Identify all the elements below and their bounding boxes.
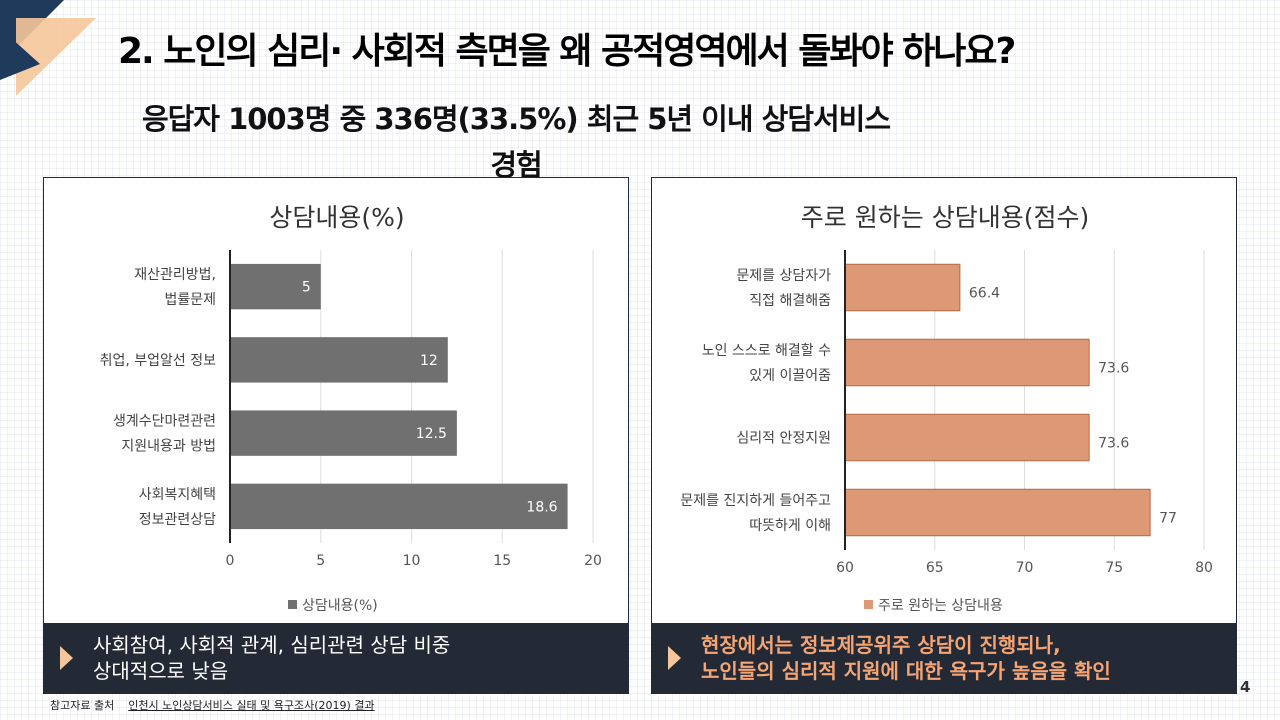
right-tick-label: 60 [836, 560, 854, 576]
corner-dark-wedge [0, 28, 40, 80]
left-bar [230, 483, 568, 530]
right-category-line: 있게 이끌어줌 [749, 368, 831, 384]
right-tick-label: 80 [1195, 560, 1213, 576]
page-title: 2. 노인의 심리· 사회적 측면을 왜 공적영역에서 돌봐야 하나요? [118, 31, 1016, 72]
right-summary-banner: 현장에서는 정보제공위주 상담이 진행되나, 노인들의 심리적 지원에 대한 욕… [652, 623, 1236, 693]
right-tick-label: 70 [1016, 560, 1034, 576]
source-label: 참고자료 출처 [50, 699, 115, 712]
left-category-line: 생계수단마련관련 [113, 414, 216, 430]
right-bar [844, 338, 1090, 387]
corner-peach-triangle [16, 18, 96, 96]
left-value-label: 5 [302, 280, 311, 296]
play-arrow-icon [60, 646, 73, 670]
left-category-line: 사회복지혜택 [139, 487, 216, 503]
left-chart-panel: 상담내용(%) 5 재산관리방법, 법률문제 12 취업, 부업알선 정보 12.5 생계수단… [43, 177, 629, 694]
left-value-label: 12 [420, 353, 438, 369]
right-category-label: 심리적 안정지원 [736, 431, 831, 447]
right-category-line: 노인 스스로 해결할 수 [702, 343, 831, 359]
subtitle-line-1: 응답자 1003명 중 336명(33.5%) 최근 5년 이내 상담서비스 [141, 102, 891, 136]
left-category-line: 지원내용과 방법 [121, 439, 216, 455]
counseling-content-chart: 상담내용(%) 5 재산관리방법, 법률문제 12 취업, 부업알선 정보 12.5 생계수단… [100, 203, 602, 614]
left-category-line: 정보관련상담 [139, 512, 216, 528]
right-summary-line-2: 노인들의 심리적 지원에 대한 욕구가 높음을 확인 [701, 659, 1111, 683]
source-link[interactable]: 인천시 노인상담서비스 실태 및 욕구조사(2019) 결과 [128, 699, 375, 712]
right-value-label: 73.6 [1098, 436, 1129, 452]
right-summary-text: 현장에서는 정보제공위주 상담이 진행되나, 노인들의 심리적 지원에 대한 욕… [701, 632, 1111, 684]
left-legend-label: 상담내용(%) [302, 598, 378, 614]
left-chart-title: 상담내용(%) [269, 203, 404, 232]
left-summary-line-2: 상대적으로 낮음 [93, 659, 229, 683]
left-category-label: 취업, 부업알선 정보 [100, 353, 217, 369]
left-category-line: 취업, 부업알선 정보 [100, 353, 217, 369]
left-value-label: 18.6 [526, 499, 557, 515]
right-value-label: 66.4 [969, 286, 1000, 302]
left-bar [230, 410, 457, 456]
right-value-label: 77 [1159, 511, 1177, 527]
right-chart-title: 주로 원하는 상담내용(점수) [801, 203, 1089, 232]
left-tick-label: 10 [403, 553, 421, 569]
left-bar [230, 263, 321, 310]
left-tick-label: 5 [316, 553, 325, 569]
right-category-line: 문제를 진지하게 들어주고 [680, 493, 831, 509]
left-tick-label: 15 [493, 553, 511, 569]
right-category-line: 따뜻하게 이해 [749, 518, 831, 534]
left-bar [230, 337, 448, 383]
right-category-line: 직접 해결해줌 [749, 293, 831, 309]
left-value-label: 12.5 [416, 426, 447, 442]
right-bar [844, 263, 961, 312]
source-note: 참고자료 출처 인천시 노인상담서비스 실태 및 욕구조사(2019) 결과 [50, 699, 420, 719]
right-category-line: 심리적 안정지원 [736, 431, 831, 447]
subtitle-line-2: 경험 [490, 148, 542, 182]
right-tick-label: 65 [926, 560, 944, 576]
right-bar [844, 413, 1090, 462]
play-arrow-icon [668, 646, 681, 670]
page-number: 4 [1240, 678, 1251, 696]
page-subtitle: 응답자 1003명 중 336명(33.5%) 최근 5년 이내 상담서비스 경… [66, 96, 966, 188]
right-tick-label: 75 [1105, 560, 1123, 576]
left-summary-line-1: 사회참여, 사회적 관계, 심리관련 상담 비중 [93, 633, 451, 657]
left-tick-label: 20 [584, 553, 602, 569]
left-summary-banner: 사회참여, 사회적 관계, 심리관련 상담 비중 상대적으로 낮음 [44, 623, 628, 693]
right-summary-line-1: 현장에서는 정보제공위주 상담이 진행되나, [701, 633, 1061, 657]
right-legend-swatch [864, 600, 873, 609]
left-legend-swatch [288, 600, 297, 609]
left-category-label: 재산관리방법, 법률문제 [134, 267, 216, 308]
left-tick-label: 0 [226, 553, 235, 569]
right-value-label: 73.6 [1098, 361, 1129, 377]
right-legend-label: 주로 원하는 상담내용 [878, 598, 1003, 614]
corner-decoration [0, 0, 96, 96]
left-summary-text: 사회참여, 사회적 관계, 심리관련 상담 비중 상대적으로 낮음 [93, 632, 450, 684]
right-bar [844, 488, 1151, 537]
right-category-line: 문제를 상담자가 [736, 268, 831, 284]
left-category-line: 법률문제 [164, 292, 216, 308]
left-category-line: 재산관리방법, [134, 267, 216, 283]
